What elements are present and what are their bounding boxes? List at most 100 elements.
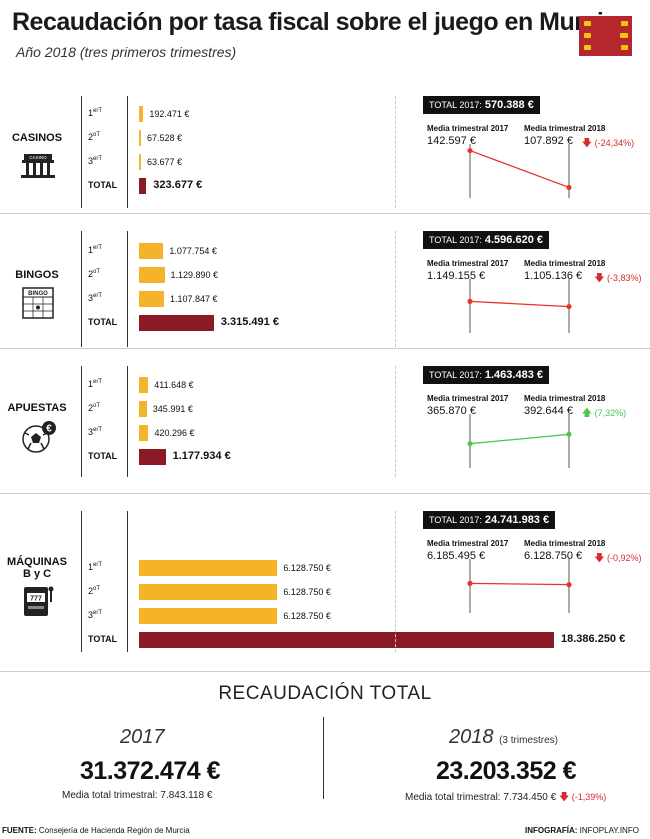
bar-value: 6.128.750 € <box>283 611 331 621</box>
mean-2018-label: Media trimestral 2018 <box>524 539 606 548</box>
bar-quarter <box>139 608 278 624</box>
bar-value-total: 18.386.250 € <box>561 633 626 645</box>
page-subtitle: Año 2018 (tres primeros trimestres) <box>16 44 237 60</box>
category-label: MÁQUINAS B y C <box>2 556 72 580</box>
category-name: MÁQUINAS <box>7 555 67 568</box>
bar-value: 1.107.847 € <box>170 294 218 304</box>
row-label-total: TOTAL <box>88 180 118 190</box>
trend-point-2018 <box>566 582 572 588</box>
row-label-quarter: 2oT <box>88 132 101 142</box>
row-label-quarter: 1erT <box>88 108 103 118</box>
summary-title: RECAUDACIÓN TOTAL <box>218 683 432 704</box>
mean-2018-value: 1.105.136 € <box>524 270 583 282</box>
bar-value: 1.077.754 € <box>169 246 217 256</box>
trend-line <box>469 433 570 445</box>
svg-text:BINGO: BINGO <box>28 291 48 297</box>
bar-quarter <box>139 401 147 417</box>
mean-2018-value: 6.128.750 € <box>524 550 583 562</box>
trend-point-2018 <box>566 184 572 191</box>
arrow-down-icon: 🡇 <box>581 138 593 149</box>
row-label-quarter: 3erT <box>88 293 103 303</box>
bar-value-total: 3.315.491 € <box>220 316 279 328</box>
mean-2018-label: Media trimestral 2018 <box>524 124 606 133</box>
row-label-quarter: 2oT <box>88 586 101 596</box>
axis-line-left <box>81 231 82 347</box>
row-label-quarter: 1erT <box>88 562 103 572</box>
total-2017-box: TOTAL 2017: 24.741.983 € <box>423 511 556 529</box>
trend-point-2018 <box>566 303 572 310</box>
axis-line-right <box>127 96 128 208</box>
panel-divider <box>395 366 396 477</box>
trend-point-2017 <box>467 147 473 154</box>
summary-total-2017: 31.372.474 € <box>80 757 220 785</box>
row-label-total: TOTAL <box>88 634 118 644</box>
mean-2017-value: 365.870 € <box>427 405 476 417</box>
trend-point-2017 <box>467 441 473 447</box>
summary-year-2017: 2017 <box>120 726 165 748</box>
arrow-up-icon: 🡅 <box>581 408 593 419</box>
row-label-total: TOTAL <box>88 451 118 461</box>
summary-mean-2018: Media total trimestral: 7.734.450 € 🡇 (-… <box>405 792 607 803</box>
footer-credit: INFOGRAFÍA: INFOPLAY.INFO <box>525 826 639 835</box>
bar-quarter <box>139 584 278 600</box>
panel-divider <box>395 511 396 652</box>
mean-2017-value: 1.149.155 € <box>427 270 486 282</box>
summary-change-2018: 🡇 (-1,39%) <box>558 792 607 803</box>
arrow-down-icon: 🡇 <box>594 273 605 284</box>
row-label-quarter: 3erT <box>88 427 103 437</box>
bar-value: 411.648 € <box>154 380 194 390</box>
category-name-line2: B y C <box>22 567 52 580</box>
trend-line <box>469 300 570 308</box>
bar-value: 345.991 € <box>152 404 193 414</box>
bar-value-total: 1.177.934 € <box>172 450 231 462</box>
bar-value-total: 323.677 € <box>153 179 203 191</box>
bar-quarter <box>139 425 149 441</box>
trend-point-2018 <box>566 431 572 437</box>
bar-quarter <box>139 154 141 170</box>
row-label-total: TOTAL <box>88 317 118 327</box>
bar-total <box>139 449 166 465</box>
bar-value: 192.471 € <box>149 109 190 119</box>
row-label-quarter: 3erT <box>88 156 103 166</box>
category-name: APUESTAS <box>7 401 67 414</box>
axis-line-right <box>127 231 128 347</box>
casino-icon: CASINO <box>20 150 56 182</box>
summary-total-2018: 23.203.352 € <box>436 757 576 785</box>
bar-value: 1.129.890 € <box>170 270 219 280</box>
summary-mean-2017: Media total trimestral: 7.843.118 € <box>62 790 213 801</box>
slot-machine-icon: 777 <box>20 584 56 616</box>
mean-2017-value: 6.185.495 € <box>427 550 486 562</box>
total-2017-box: TOTAL 2017: 1.463.483 € <box>423 366 549 384</box>
trend-line <box>469 582 570 586</box>
summary-vertical-divider <box>323 717 324 799</box>
bar-value: 63.677 € <box>147 157 183 167</box>
row-label-quarter: 3erT <box>88 610 103 620</box>
change-indicator: 🡅 (7,32%) <box>581 408 627 419</box>
trend-point-2017 <box>467 298 473 305</box>
footer-source: FUENTE: Consejería de Hacienda Región de… <box>2 826 190 835</box>
axis-line-right <box>127 366 128 477</box>
arrow-down-icon: 🡇 <box>594 553 605 564</box>
bar-quarter <box>139 291 164 307</box>
bar-total <box>139 315 214 331</box>
bar-total <box>139 178 147 194</box>
bar-value: 6.128.750 € <box>283 563 331 573</box>
category-label: APUESTAS <box>2 402 72 414</box>
total-2017-box: TOTAL 2017: 4.596.620 € <box>423 231 549 249</box>
row-label-quarter: 1erT <box>88 379 103 389</box>
bar-total <box>139 632 554 648</box>
summary-year-2018: 2018 (3 trimestres) <box>449 726 558 748</box>
section-divider <box>0 348 650 349</box>
bar-quarter <box>139 560 278 576</box>
bar-value: 67.528 € <box>147 133 183 143</box>
bar-quarter <box>139 377 149 393</box>
panel-divider <box>395 96 396 208</box>
bar-quarter <box>139 243 164 259</box>
axis-line-left <box>81 366 82 477</box>
svg-text:€: € <box>46 423 52 434</box>
category-label: BINGOS <box>2 269 72 281</box>
region-flag-icon <box>579 16 632 56</box>
category-name: BINGOS <box>15 269 59 281</box>
category-label: CASINOS <box>2 132 72 144</box>
section-divider <box>0 213 650 214</box>
